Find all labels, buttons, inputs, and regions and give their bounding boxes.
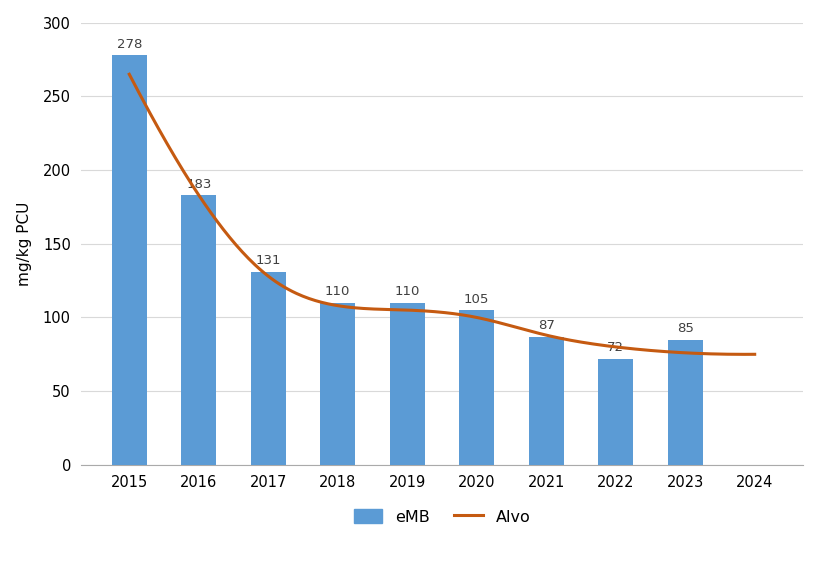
- Text: 183: 183: [186, 178, 211, 191]
- Bar: [389, 303, 424, 465]
- Bar: [251, 272, 285, 465]
- Text: 110: 110: [394, 286, 419, 298]
- Text: 87: 87: [537, 319, 554, 332]
- Text: 105: 105: [464, 293, 489, 305]
- Text: 110: 110: [324, 286, 350, 298]
- Bar: [181, 195, 216, 465]
- Bar: [667, 339, 702, 465]
- Bar: [459, 310, 494, 465]
- Legend: eMB, Alvo: eMB, Alvo: [347, 503, 536, 531]
- Bar: [320, 303, 355, 465]
- Y-axis label: mg/kg PCU: mg/kg PCU: [16, 201, 32, 286]
- Bar: [528, 336, 563, 465]
- Text: 131: 131: [256, 255, 281, 267]
- Text: 85: 85: [676, 322, 693, 335]
- Bar: [111, 55, 147, 465]
- Text: 72: 72: [606, 341, 623, 354]
- Bar: [598, 359, 632, 465]
- Text: 278: 278: [116, 38, 142, 51]
